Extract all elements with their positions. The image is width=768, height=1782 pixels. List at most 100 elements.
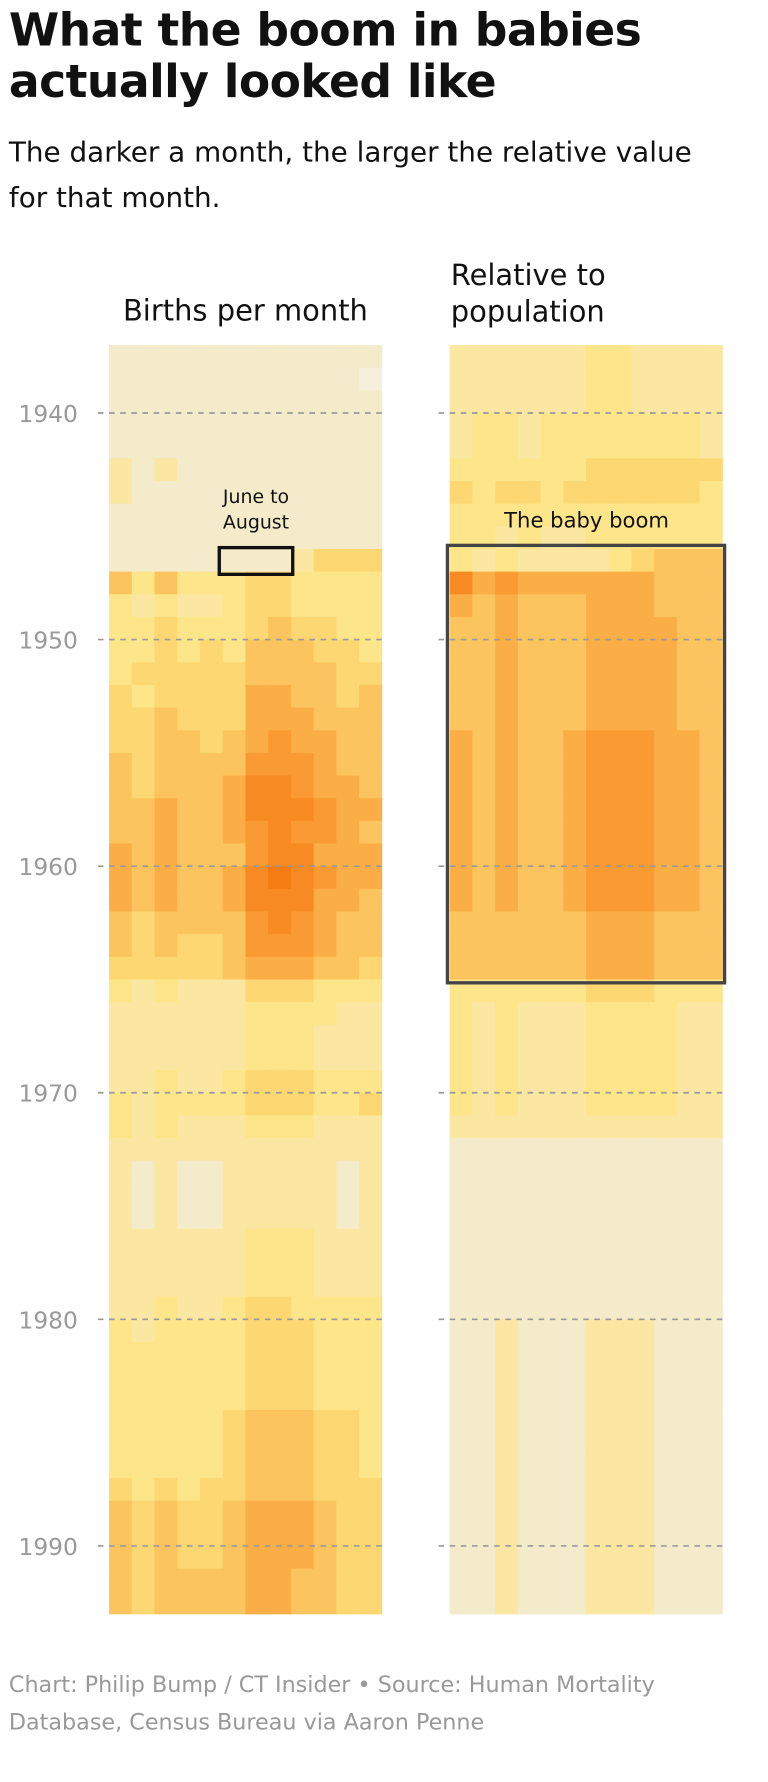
heat-cell bbox=[131, 752, 155, 776]
heat-cell bbox=[359, 435, 383, 459]
heat-cell bbox=[177, 435, 201, 459]
heat-cell bbox=[517, 1432, 542, 1456]
heat-cell bbox=[586, 1364, 610, 1388]
heat-cell bbox=[586, 1455, 610, 1479]
heat-cell bbox=[336, 1545, 360, 1570]
heat-cell bbox=[517, 911, 542, 935]
heat-cell bbox=[336, 1183, 360, 1207]
heat-cell bbox=[313, 1523, 337, 1547]
heat-cell bbox=[654, 684, 678, 709]
heat-cell bbox=[245, 1047, 269, 1071]
heat-cell bbox=[290, 798, 315, 822]
heat-cell bbox=[359, 639, 383, 663]
heat-cell bbox=[608, 571, 632, 595]
heat-cell bbox=[177, 1024, 201, 1048]
heat-cell bbox=[109, 1160, 133, 1184]
heat-cell bbox=[699, 1477, 723, 1502]
heat-cell bbox=[472, 1477, 496, 1502]
heat-cell bbox=[131, 1251, 155, 1275]
heat-cell bbox=[268, 639, 292, 663]
heat-cell bbox=[336, 503, 360, 527]
heat-cell bbox=[177, 911, 201, 935]
heat-cell bbox=[154, 1387, 178, 1411]
heat-cell bbox=[222, 730, 246, 754]
heat-cell bbox=[586, 594, 610, 618]
heat-cell bbox=[154, 843, 178, 867]
heat-cell bbox=[654, 1160, 678, 1184]
heat-cell bbox=[472, 1364, 496, 1388]
heat-cell bbox=[245, 1387, 269, 1411]
heat-cell bbox=[268, 1024, 292, 1048]
heat-cell bbox=[245, 1092, 269, 1116]
heat-cell bbox=[631, 820, 655, 844]
heat-cell bbox=[177, 707, 201, 731]
heat-cell bbox=[608, 639, 632, 663]
heat-cell bbox=[699, 1591, 723, 1615]
heat-cell bbox=[359, 1319, 383, 1343]
heat-cell bbox=[495, 345, 519, 369]
heat-cell bbox=[540, 866, 564, 890]
heat-cell bbox=[495, 1409, 519, 1434]
heat-cell bbox=[608, 1523, 632, 1547]
heat-cell bbox=[177, 1206, 201, 1230]
heat-cell bbox=[313, 684, 337, 709]
heat-cell bbox=[495, 616, 519, 641]
heat-cell bbox=[540, 1002, 564, 1026]
heat-cell bbox=[495, 1138, 519, 1162]
heat-cell bbox=[336, 1092, 360, 1116]
heat-cell bbox=[540, 1251, 564, 1275]
heat-cell bbox=[676, 1228, 701, 1252]
heat-cell bbox=[608, 1070, 632, 1094]
heat-cell bbox=[563, 911, 587, 935]
heat-cell bbox=[586, 1024, 610, 1048]
heat-cell bbox=[245, 730, 269, 754]
heat-cell bbox=[268, 684, 292, 709]
heat-cell bbox=[654, 979, 678, 1003]
heat-cell bbox=[222, 979, 246, 1003]
heat-cell bbox=[517, 526, 542, 550]
heat-cell bbox=[472, 934, 496, 958]
heat-cell bbox=[540, 413, 564, 437]
heat-cell bbox=[540, 888, 564, 912]
heat-cell bbox=[631, 1591, 655, 1615]
heat-cell bbox=[495, 1568, 519, 1592]
heat-cell bbox=[245, 639, 269, 663]
heat-cell bbox=[631, 1568, 655, 1592]
heat-cell bbox=[449, 1228, 473, 1252]
heat-cell bbox=[245, 843, 269, 867]
heat-cell bbox=[131, 1092, 155, 1116]
heat-cell bbox=[290, 503, 315, 527]
heat-cell bbox=[540, 594, 564, 618]
heat-cell bbox=[586, 435, 610, 459]
heat-cell bbox=[699, 435, 723, 459]
heat-cell bbox=[517, 1591, 542, 1615]
heat-cell bbox=[268, 934, 292, 958]
heat-cell bbox=[109, 503, 133, 527]
heat-cell bbox=[586, 480, 610, 505]
heat-cell bbox=[495, 367, 519, 391]
heat-cell bbox=[199, 1070, 224, 1094]
heat-cell bbox=[313, 503, 337, 527]
heat-cell bbox=[517, 1070, 542, 1094]
heat-cell bbox=[540, 548, 564, 573]
heat-cell bbox=[336, 934, 360, 958]
heat-cell bbox=[586, 662, 610, 686]
heat-cell bbox=[517, 616, 542, 641]
heat-cell bbox=[359, 1183, 383, 1207]
heat-cell bbox=[199, 1160, 224, 1184]
heat-cell bbox=[631, 1500, 655, 1524]
heat-cell bbox=[676, 390, 701, 414]
heat-cell bbox=[586, 503, 610, 527]
heat-cell bbox=[631, 934, 655, 958]
heat-cell bbox=[154, 345, 178, 369]
heat-cell bbox=[449, 1387, 473, 1411]
heat-cell bbox=[290, 1591, 315, 1615]
heat-cell bbox=[222, 1409, 246, 1434]
heat-cell bbox=[563, 503, 587, 527]
heat-cell bbox=[290, 1296, 315, 1320]
heat-cell bbox=[154, 594, 178, 618]
heat-cell bbox=[608, 1477, 632, 1502]
heat-cell bbox=[676, 866, 701, 890]
heat-cell bbox=[359, 1206, 383, 1230]
